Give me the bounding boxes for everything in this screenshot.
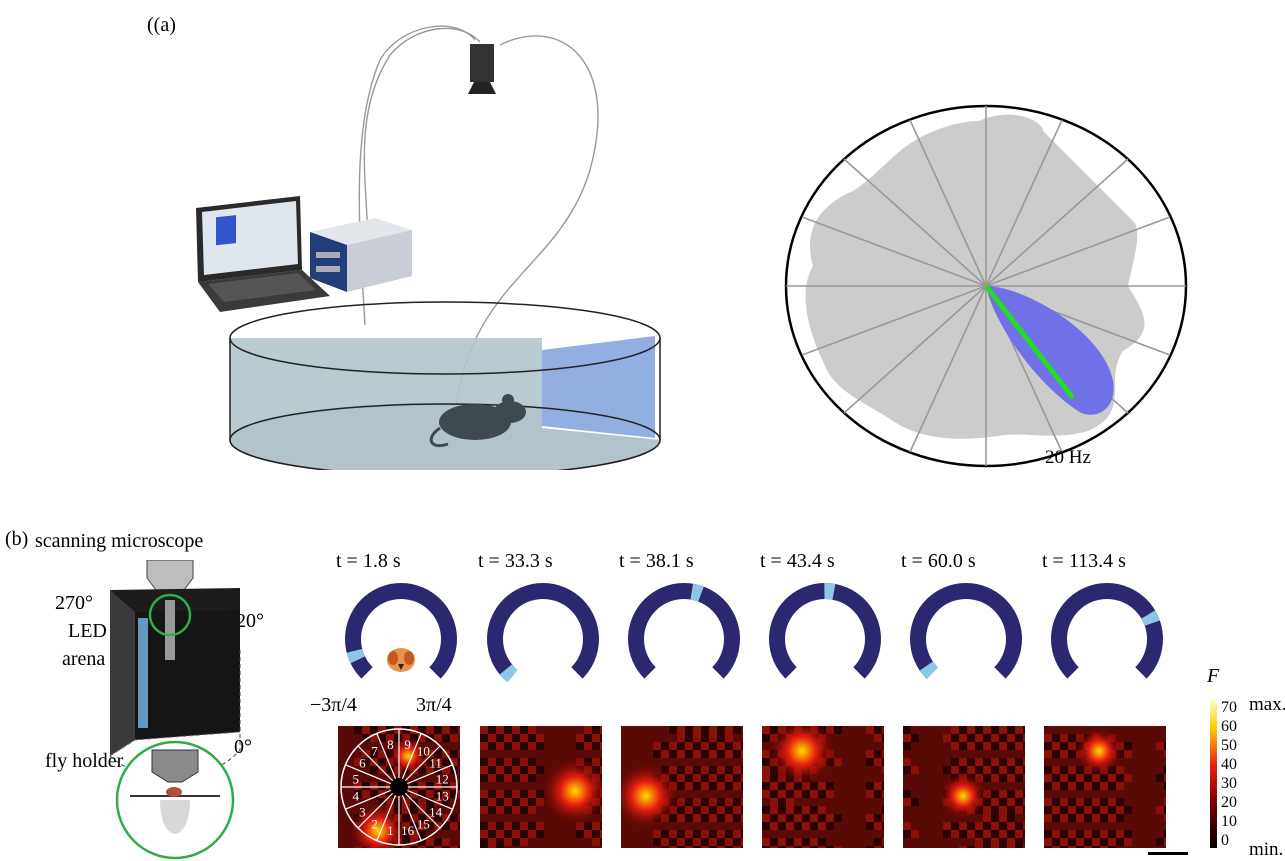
- colorbar-tick-label: 50: [1221, 737, 1237, 754]
- wedge-number: 9: [404, 737, 411, 752]
- arena-ring: [910, 583, 1022, 680]
- wedge-number: 10: [417, 743, 430, 758]
- time-label: t = 33.3 s: [478, 550, 553, 572]
- wedge-number: 16: [401, 823, 415, 838]
- led-ring-arc: [345, 583, 457, 679]
- wedge-number: 12: [436, 771, 449, 786]
- colorbar-tick-label: 70: [1221, 699, 1237, 716]
- led-ring-arc: [487, 583, 599, 679]
- led-label: LED: [68, 620, 107, 642]
- visual-stimulus-bar: [1141, 610, 1160, 626]
- angle-0-label: 0°: [234, 736, 252, 758]
- panel-a-label: ((a): [147, 14, 176, 36]
- wedge-number: 4: [353, 789, 360, 804]
- arena-ring: [345, 583, 457, 679]
- mouse-recording-setup-illustration: [196, 25, 661, 470]
- wedge-number: 6: [359, 756, 366, 771]
- time-label: t = 43.4 s: [760, 550, 835, 572]
- fluorescence-colorbar: F 70 60 50 40 30 20 10 0 max. min.: [1206, 668, 1285, 858]
- visual-stimulus-bar: [919, 661, 939, 680]
- visual-stimulus-bar: [690, 583, 704, 602]
- circular-arena: [229, 301, 661, 470]
- wedge-number: 1: [387, 823, 394, 838]
- visual-stimulus-bar: [499, 664, 518, 683]
- calcium-heatmap: [480, 726, 602, 848]
- fly-holder-label: fly holder: [45, 750, 124, 772]
- head-direction-polar-plot: 20 Hz: [784, 104, 1188, 468]
- angle-270-label: 270°: [55, 592, 93, 614]
- arena-label: arena: [62, 648, 106, 670]
- scale-bar: [1148, 852, 1188, 855]
- visual-stimulus-bar: [824, 583, 836, 600]
- time-label: t = 113.4 s: [1042, 550, 1126, 572]
- led-ring-arc: [628, 583, 740, 679]
- visual-stimulus-bar: [346, 648, 366, 664]
- wedge-number: 14: [429, 804, 443, 819]
- panel-b-label: (b): [5, 528, 29, 550]
- wedge-number: 8: [387, 737, 394, 752]
- time-label: t = 60.0 s: [901, 550, 976, 572]
- arena-ring: [628, 583, 740, 679]
- polar-scale-label: 20 Hz: [1045, 447, 1091, 468]
- time-label: t = 38.1 s: [619, 550, 694, 572]
- angle-left-label: −3π/4: [310, 694, 357, 716]
- arena-ring: [1051, 583, 1163, 679]
- fly-head-icon: [387, 648, 415, 672]
- colorbar-min-label: min.: [1249, 839, 1283, 858]
- wedge-number: 3: [359, 804, 366, 819]
- calcium-heatmap: [903, 726, 1025, 848]
- tuning-curve: [986, 286, 1114, 415]
- led-ring-arc: [769, 583, 881, 679]
- angle-right-label: 3π/4: [416, 694, 452, 716]
- wedge-number: 13: [436, 789, 449, 804]
- colorbar-tick-label: 60: [1221, 718, 1237, 735]
- acquisition-box-icon: [310, 218, 412, 292]
- led-arena-illustration: [109, 560, 241, 860]
- wedge-number: 2: [371, 817, 378, 832]
- colorbar-tick-label: 10: [1221, 813, 1237, 830]
- wedge-number: 7: [371, 743, 378, 758]
- colorbar-title: F: [1206, 668, 1220, 687]
- arena-ring: [487, 583, 599, 683]
- led-ring-arc: [910, 583, 1022, 679]
- calcium-heatmap: [621, 726, 743, 848]
- wedge-number: 11: [429, 756, 442, 771]
- colorbar-max-label: max.: [1249, 694, 1285, 715]
- mouse-icon: [429, 394, 526, 447]
- colorbar-tick-label: 0: [1221, 832, 1229, 849]
- wedge-number: 15: [417, 817, 430, 832]
- camera-icon: [468, 44, 496, 94]
- wedge-number: 5: [353, 771, 360, 786]
- led-ring-arc: [1051, 583, 1163, 679]
- colorbar-tick-label: 30: [1221, 775, 1237, 792]
- laptop-icon: [196, 196, 330, 312]
- preferred-direction-vector: [984, 284, 1075, 400]
- calcium-heatmap: [762, 726, 884, 848]
- scanning-microscope-label: scanning microscope: [35, 530, 204, 552]
- colorbar-tick-label: 40: [1221, 756, 1237, 773]
- colorbar-tick-label: 20: [1221, 794, 1237, 811]
- calcium-heatmap: [1044, 726, 1166, 848]
- arena-ring: [769, 583, 881, 679]
- wedge-overlay: [340, 728, 458, 846]
- time-label: t = 1.8 s: [336, 550, 401, 572]
